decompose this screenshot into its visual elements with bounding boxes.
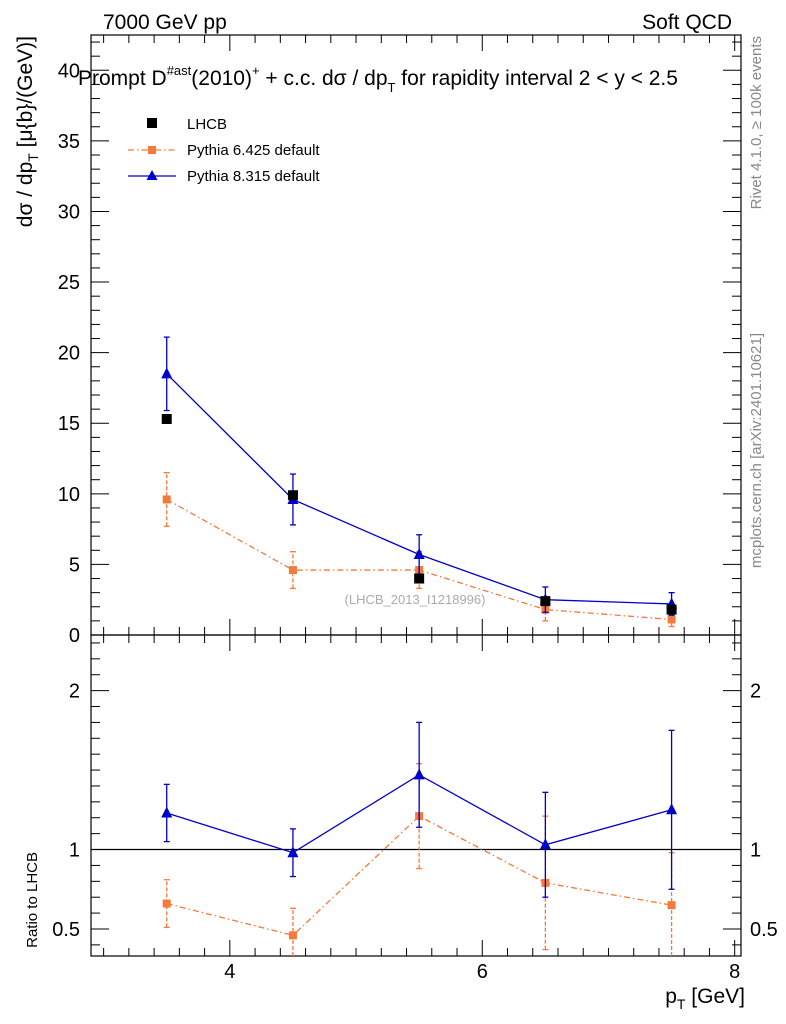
- legend: LHCB Pythia 6.425 default Pythia 8.315 d…: [128, 116, 320, 185]
- title-post: + c.c. dσ / dp: [260, 67, 388, 90]
- y-axis-title-post: [μ{b}/(GeV)]: [14, 36, 37, 153]
- point-lhcb: [540, 596, 551, 607]
- point-pythia-8-315-default: [161, 806, 173, 818]
- plot-title: Prompt D#ast(2010)+ + c.c. dσ / dpT for …: [78, 63, 678, 95]
- x-tick-label: 4: [224, 961, 235, 983]
- ratio-plot-frame: [90, 634, 742, 957]
- legend-marker-pythia6: [148, 146, 156, 154]
- legend-label-pythia6: Pythia 6.425 default: [187, 142, 320, 159]
- header-right: Soft QCD: [642, 11, 732, 34]
- point-pythia-8-315-default: [161, 367, 173, 379]
- y-tick-label-ratio-right: 1: [750, 840, 761, 862]
- point-lhcb: [287, 490, 298, 501]
- rivet-label: Rivet 4.1.0, ≥ 100k events: [748, 36, 765, 209]
- y-tick-label-main: 35: [58, 131, 80, 153]
- y-tick-label-main: 20: [58, 343, 80, 365]
- title-pre: Prompt D: [78, 67, 167, 90]
- legend-label-pythia8: Pythia 8.315 default: [187, 168, 320, 185]
- y-tick-label-ratio-right: 0.5: [750, 919, 778, 941]
- y-tick-label-main: 0: [69, 625, 80, 647]
- y-tick-label-main: 10: [58, 484, 80, 506]
- x-axis-title-sub: T: [677, 996, 686, 1012]
- y-tick-label-ratio-left: 2: [69, 681, 80, 703]
- ratio-y-tick-labels: 0.5 0.5 1 1 2 2: [52, 681, 778, 941]
- point-pythia-6-425-default: [667, 615, 676, 624]
- header-left: 7000 GeV pp: [103, 11, 227, 34]
- y-axis-title-main: dσ / dpT [μ{b}/(GeV)]: [14, 36, 41, 227]
- mcplots-label: mcplots.cern.ch [arXiv:2401.10621]: [748, 333, 765, 568]
- y-tick-label-ratio-left: 1: [69, 840, 80, 862]
- point-pythia-8-315-default: [287, 846, 299, 858]
- x-axis-title-post: [GeV]: [685, 985, 745, 1008]
- point-pythia-8-315-default: [413, 768, 425, 780]
- point-pythia-8-315-default: [413, 548, 425, 560]
- y-tick-label-ratio-left: 0.5: [52, 919, 80, 941]
- title-sub: T: [388, 80, 396, 95]
- x-axis-title: pT [GeV]: [665, 985, 745, 1012]
- y-axis-title-ratio: Ratio to LHCB: [24, 852, 41, 948]
- main-axis-ticks: [91, 35, 741, 636]
- x-axis-title-pre: p: [665, 985, 677, 1008]
- analysis-watermark: (LHCB_2013_I1218996): [345, 592, 486, 607]
- point-pythia-8-315-default: [539, 838, 551, 850]
- point-lhcb: [161, 414, 172, 424]
- legend-marker-lhcb: [147, 118, 157, 128]
- title-mid: (2010): [191, 67, 252, 90]
- point-pythia-6-425-default: [288, 566, 297, 575]
- title-sup2: +: [252, 63, 260, 78]
- y-tick-label-main: 15: [58, 413, 80, 435]
- main-y-tick-labels: 0 5 10 15 20 25 30 35 40: [58, 60, 80, 647]
- ratio-plot-data: [161, 721, 678, 956]
- y-axis-title-pre: dσ / dp: [14, 162, 37, 228]
- point-pythia-6-425-default: [162, 899, 171, 908]
- y-axis-title-sub: T: [25, 153, 41, 162]
- title-sup1: #ast: [167, 63, 192, 78]
- point-lhcb: [666, 604, 677, 615]
- point-pythia-6-425-default: [162, 495, 171, 504]
- point-pythia-8-315-default: [666, 803, 678, 815]
- point-pythia-6-425-default: [288, 931, 297, 940]
- main-plot-data: [161, 336, 678, 628]
- ratio-axis-ticks: [91, 635, 741, 956]
- series-line-pythia-6-425-default: [166, 815, 672, 937]
- y-tick-label-ratio-right: 2: [750, 681, 761, 703]
- x-tick-label: 8: [729, 961, 740, 983]
- x-tick-label: 6: [477, 961, 488, 983]
- point-pythia-6-425-default: [667, 901, 676, 910]
- y-tick-label-main: 25: [58, 272, 80, 294]
- y-tick-label-main: 40: [58, 60, 80, 82]
- point-lhcb: [414, 573, 425, 584]
- title-tail: for rapidity interval 2 < y < 2.5: [395, 67, 677, 90]
- legend-label-lhcb: LHCB: [187, 116, 227, 133]
- y-tick-label-main: 5: [69, 554, 80, 576]
- legend-marker-pythia8: [146, 170, 158, 180]
- y-tick-label-main: 30: [58, 201, 80, 223]
- x-tick-labels: 4 6 8: [224, 961, 740, 983]
